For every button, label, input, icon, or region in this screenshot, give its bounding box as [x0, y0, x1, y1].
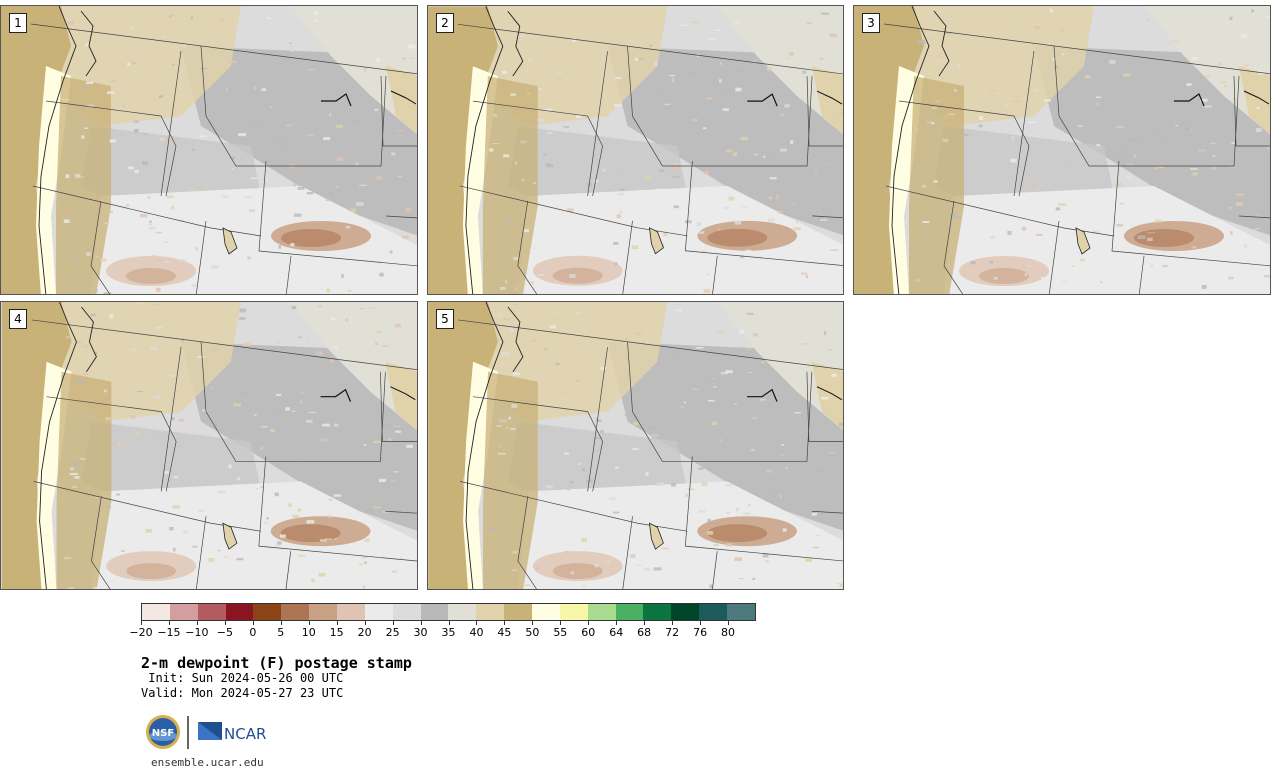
member-panel-3: 3 [853, 5, 1271, 295]
member-panel-5: 5 [427, 301, 844, 590]
colorbar-tick [336, 621, 338, 625]
colorbar-swatch [169, 604, 198, 620]
ncar-logo: NCAR [198, 722, 266, 743]
colorbar-tick-label: 64 [609, 626, 624, 639]
colorbar-tick [308, 621, 310, 625]
member-panel-4: 4 [0, 301, 418, 590]
colorbar-tick [224, 621, 226, 625]
colorbar-tick-label: −15 [157, 626, 181, 639]
colorbar-swatch [197, 604, 226, 620]
colorbar-swatch [309, 604, 338, 620]
init-time: Init: Sun 2024-05-26 00 UTC [141, 671, 344, 685]
colorbar-tick [728, 621, 730, 625]
colorbar-swatch [727, 604, 755, 620]
colorbar-tick [560, 621, 562, 625]
colorbar-tick-label: 68 [637, 626, 652, 639]
logos: NSF NCAR [144, 712, 274, 752]
colorbar-swatch [225, 604, 254, 620]
colorbar [141, 603, 756, 621]
member-label: 5 [436, 309, 454, 329]
colorbar-tick-label: −10 [185, 626, 209, 639]
colorbar-tick-label: 10 [301, 626, 316, 639]
colorbar-swatch [504, 604, 533, 620]
colorbar-swatch [448, 604, 477, 620]
colorbar-swatch [392, 604, 421, 620]
member-panel-2: 2 [427, 5, 844, 295]
colorbar-tick-label: 35 [441, 626, 456, 639]
colorbar-tick [532, 621, 534, 625]
colorbar-swatch [476, 604, 505, 620]
colorbar-tick [476, 621, 478, 625]
colorbar-tick [448, 621, 450, 625]
colorbar-swatch [253, 604, 282, 620]
member-panel-1: 1 [0, 5, 418, 295]
colorbar-swatch [671, 604, 700, 620]
colorbar-swatch [281, 604, 310, 620]
colorbar-tick [392, 621, 394, 625]
colorbar-tick [252, 621, 254, 625]
colorbar-tick-label: 5 [277, 626, 285, 639]
colorbar-tick-label: 50 [525, 626, 540, 639]
plot-title: 2-m dewpoint (F) postage stamp [141, 654, 412, 672]
colorbar-tick-label: 15 [329, 626, 344, 639]
colorbar-tick-label: 45 [497, 626, 512, 639]
member-label: 4 [9, 309, 27, 329]
colorbar-tick-label: 80 [721, 626, 736, 639]
colorbar-swatch [699, 604, 728, 620]
dewpoint-map [428, 6, 843, 294]
site-url: ensemble.ucar.edu [151, 756, 264, 769]
colorbar-swatch [559, 604, 588, 620]
dewpoint-map [1, 302, 417, 589]
dewpoint-map [1, 6, 417, 294]
colorbar-swatch [615, 604, 644, 620]
colorbar-tick-label: 20 [357, 626, 372, 639]
colorbar-tick [364, 621, 366, 625]
colorbar-tick [141, 621, 142, 625]
colorbar-swatch [532, 604, 560, 620]
member-label: 3 [862, 13, 880, 33]
colorbar-tick-label: 55 [553, 626, 568, 639]
member-label: 1 [9, 13, 27, 33]
colorbar-swatch [364, 604, 393, 620]
colorbar-tick-label: 60 [581, 626, 596, 639]
colorbar-tick-label: 25 [385, 626, 400, 639]
colorbar-swatch [587, 604, 616, 620]
member-label: 2 [436, 13, 454, 33]
colorbar-swatch [337, 604, 365, 620]
colorbar-tick [280, 621, 282, 625]
colorbar-tick [504, 621, 506, 625]
ncar-logo-text: NCAR [224, 725, 266, 743]
colorbar-ticks: −20 −15 −10 −5 0 5 10 15 20 25 30 35 40 45 50 55 60 64 68 7… [129, 621, 756, 641]
colorbar-tick [168, 621, 170, 625]
colorbar-tick-label: 0 [249, 626, 257, 639]
colorbar-tick [196, 621, 198, 625]
dewpoint-map [428, 302, 843, 589]
colorbar-swatch [420, 604, 449, 620]
colorbar-tick-label: −20 [129, 626, 153, 639]
colorbar-swatch [643, 604, 672, 620]
colorbar-tick [420, 621, 422, 625]
nsf-logo-text: NSF [152, 728, 174, 739]
valid-time: Valid: Mon 2024-05-27 23 UTC [141, 686, 344, 700]
colorbar-tick-label: 72 [665, 626, 680, 639]
colorbar-tick-label: 76 [693, 626, 708, 639]
colorbar-tick-label: −5 [216, 626, 233, 639]
colorbar-tick [616, 621, 618, 625]
nsf-logo: NSF [146, 715, 180, 749]
colorbar-tick-label: 40 [469, 626, 484, 639]
colorbar-swatch [142, 604, 170, 620]
colorbar-tick [672, 621, 674, 625]
colorbar-tick-label: 30 [413, 626, 428, 639]
colorbar-tick [588, 621, 590, 625]
dewpoint-map [854, 6, 1270, 294]
colorbar-tick [644, 621, 646, 625]
colorbar-tick [700, 621, 702, 625]
